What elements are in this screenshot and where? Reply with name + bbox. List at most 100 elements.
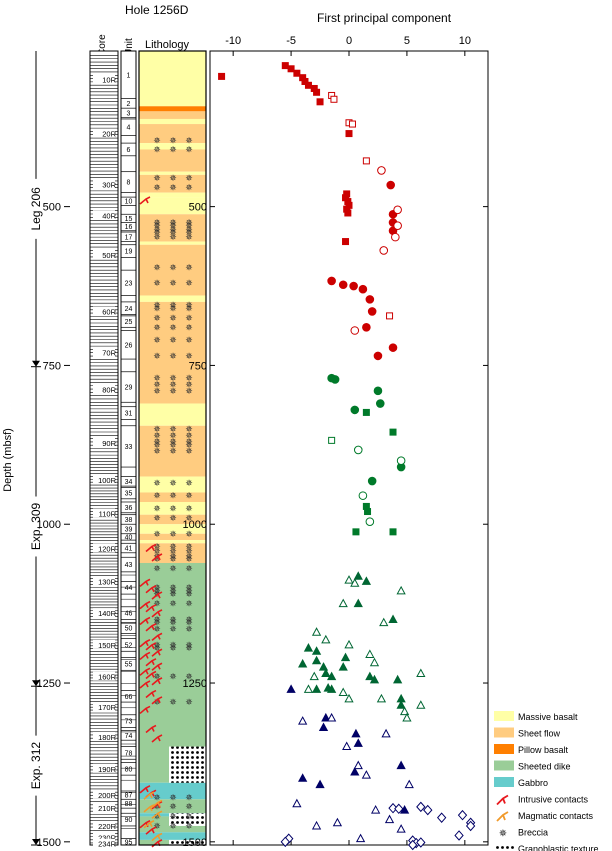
- core-label-bg: [93, 789, 115, 799]
- intrusive-contact-mark: [145, 670, 157, 680]
- intrusive-contact: [139, 578, 151, 588]
- data-point: [436, 812, 447, 823]
- data-point: [408, 839, 418, 851]
- core-label-bg: [93, 763, 115, 773]
- plot-y-tick-label: 750: [189, 360, 207, 372]
- intrusive-contact-mark: [139, 600, 151, 610]
- core-label-bg: [93, 210, 115, 220]
- data-point: [465, 820, 476, 832]
- breccia-symbol: ✵: [153, 624, 161, 634]
- intrusive-contact-mark: [151, 734, 163, 743]
- lithology-interval: [139, 124, 206, 144]
- magmatic-contact-mark: [151, 832, 163, 842]
- data-point: [350, 326, 360, 335]
- breccia-symbol: ✵: [153, 335, 161, 345]
- unit-label: 34: [125, 479, 133, 486]
- core-label: 60R: [102, 307, 116, 316]
- intrusive-contact: [139, 196, 151, 205]
- legend-item: Sheeted dike: [494, 760, 571, 772]
- breccia-symbol: ✵: [169, 351, 177, 361]
- lithology-interval: [139, 501, 206, 515]
- lithology-interval: [139, 111, 206, 119]
- data-point: [328, 436, 336, 444]
- breccia-symbol: ✵: [169, 430, 177, 440]
- core-label-bg: [93, 838, 115, 848]
- y-axis-title: Depth (mbsf): [2, 428, 14, 492]
- breccia-symbol: ✵: [185, 278, 193, 288]
- core-label: 50R: [102, 251, 116, 260]
- breccia-symbol: ✵: [185, 801, 193, 811]
- breccia-symbol: ✵: [185, 440, 193, 450]
- legend-label: Intrusive contacts: [518, 795, 589, 805]
- legend-item: Intrusive contacts: [496, 795, 589, 806]
- legend-label: Granoblastic texture: [518, 844, 599, 851]
- x-tick-label: -5: [286, 35, 296, 47]
- breccia-symbol: ✵: [185, 697, 193, 707]
- data-point: [402, 712, 412, 722]
- unit-label: 43: [125, 562, 133, 569]
- unit-label: 55: [125, 661, 133, 668]
- breccia-symbol: ✵: [153, 228, 161, 238]
- data-point: [362, 408, 370, 416]
- core-label-bg: [93, 249, 115, 259]
- legend: Massive basalt Sheet flow Pillow basalt She…: [494, 711, 599, 851]
- breccia-symbol: ✵: [169, 440, 177, 450]
- breccia-symbol: ✵: [153, 697, 161, 707]
- breccia-symbol: ✵: [169, 373, 177, 383]
- data-point: [326, 712, 337, 722]
- granoblastic-interval: [169, 746, 206, 783]
- core-label-bg: [93, 384, 115, 394]
- core-label: 140R: [98, 609, 117, 618]
- lithology-interval: [139, 118, 206, 125]
- intrusive-contact: [145, 670, 157, 680]
- breccia-symbol: ✵: [153, 173, 161, 183]
- breccia-symbol: ✵: [185, 529, 193, 539]
- breccia-symbol: ✵: [169, 335, 177, 345]
- data-point: [327, 276, 336, 286]
- data-point: [350, 405, 360, 415]
- unit-label: 29: [125, 385, 133, 392]
- breccia-symbol: ✵: [169, 491, 177, 501]
- lithology-interval: [139, 562, 206, 783]
- breccia-symbol: ✵: [185, 446, 193, 456]
- data-point: [416, 801, 426, 813]
- core-label: 120R: [98, 544, 117, 553]
- lithology-interval: [139, 832, 206, 840]
- lithology-interval: [139, 244, 206, 296]
- breccia-symbol: ✵: [153, 672, 161, 682]
- intrusive-contact: [145, 826, 157, 835]
- core-label: 180R: [98, 733, 117, 742]
- core-label: 30R: [102, 180, 116, 189]
- breccia-symbol: ✵: [169, 513, 177, 523]
- breccia-symbol: ✵: [153, 313, 161, 323]
- expedition-label: Exp. 312: [29, 742, 43, 790]
- data-point: [349, 281, 358, 291]
- legend-label: Magmatic contacts: [518, 811, 594, 821]
- data-point: [340, 652, 351, 662]
- intrusive-contact-mark: [145, 543, 157, 553]
- lithology-interval: [139, 425, 206, 477]
- core-label: 10R: [102, 76, 116, 85]
- breccia-symbol: ✵: [169, 643, 177, 653]
- core-label: 150R: [98, 641, 117, 650]
- breccia-symbol: ✵: [169, 564, 177, 574]
- expedition-arrow: [32, 839, 40, 845]
- breccia-symbol: ✵: [153, 792, 161, 802]
- data-point: [389, 528, 397, 536]
- intrusive-contact: [151, 632, 163, 641]
- unit-label: 44: [125, 585, 133, 592]
- breccia-symbol: ✵: [153, 440, 161, 450]
- breccia-symbol: ✵: [169, 599, 177, 609]
- intrusive-contact-mark: [151, 648, 163, 657]
- core-label-bg: [93, 474, 115, 484]
- data-point: [394, 803, 404, 815]
- intrusive-contact-mark: [151, 591, 163, 600]
- intrusive-contact: [145, 604, 157, 613]
- core-label-bg: [93, 306, 115, 316]
- data-point: [321, 668, 331, 677]
- y-tick-label: 1250: [37, 678, 61, 690]
- unit-label: 23: [125, 280, 133, 287]
- intrusive-contact-mark: [139, 667, 151, 676]
- unit-label: 19: [125, 249, 133, 256]
- core-label-bg: [93, 74, 115, 84]
